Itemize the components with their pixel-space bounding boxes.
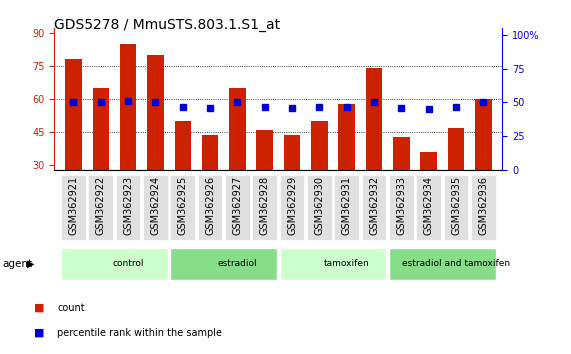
FancyBboxPatch shape	[61, 248, 168, 280]
FancyBboxPatch shape	[335, 175, 359, 240]
Bar	[147, 55, 163, 170]
FancyBboxPatch shape	[416, 175, 441, 240]
Text: GSM362924: GSM362924	[150, 176, 160, 235]
Text: GSM362925: GSM362925	[178, 176, 188, 235]
Text: estradiol and tamoxifen: estradiol and tamoxifen	[402, 259, 510, 268]
Bar	[311, 121, 328, 170]
Bar	[284, 135, 300, 170]
Bar	[202, 135, 218, 170]
FancyBboxPatch shape	[170, 175, 195, 240]
Bar	[175, 121, 191, 170]
FancyBboxPatch shape	[143, 175, 168, 240]
FancyBboxPatch shape	[389, 175, 413, 240]
Text: count: count	[57, 303, 85, 313]
Text: GSM362926: GSM362926	[205, 176, 215, 235]
Bar	[93, 88, 109, 170]
FancyBboxPatch shape	[471, 175, 496, 240]
Bar	[65, 59, 82, 170]
Bar	[393, 137, 409, 170]
Bar	[229, 88, 246, 170]
Text: control: control	[112, 259, 144, 268]
Text: ▶: ▶	[27, 259, 35, 269]
Text: estradiol: estradiol	[218, 259, 257, 268]
FancyBboxPatch shape	[361, 175, 387, 240]
FancyBboxPatch shape	[198, 175, 222, 240]
FancyBboxPatch shape	[225, 175, 250, 240]
FancyBboxPatch shape	[444, 175, 468, 240]
Text: GSM362936: GSM362936	[478, 176, 488, 235]
Bar	[256, 130, 273, 170]
FancyBboxPatch shape	[170, 248, 277, 280]
Text: GSM362930: GSM362930	[315, 176, 324, 235]
Bar	[339, 104, 355, 170]
Bar	[448, 128, 464, 170]
Text: GDS5278 / MmuSTS.803.1.S1_at: GDS5278 / MmuSTS.803.1.S1_at	[54, 18, 280, 32]
FancyBboxPatch shape	[389, 248, 496, 280]
FancyBboxPatch shape	[89, 175, 113, 240]
Text: tamoxifen: tamoxifen	[324, 259, 369, 268]
Text: agent: agent	[3, 259, 33, 269]
Text: GSM362932: GSM362932	[369, 176, 379, 235]
FancyBboxPatch shape	[307, 175, 332, 240]
Bar	[120, 44, 136, 170]
Text: GSM362927: GSM362927	[232, 176, 242, 235]
FancyBboxPatch shape	[280, 248, 387, 280]
FancyBboxPatch shape	[116, 175, 140, 240]
Text: percentile rank within the sample: percentile rank within the sample	[57, 328, 222, 338]
Text: GSM362928: GSM362928	[260, 176, 270, 235]
Text: GSM362929: GSM362929	[287, 176, 297, 235]
FancyBboxPatch shape	[61, 175, 86, 240]
Text: GSM362931: GSM362931	[341, 176, 352, 235]
Text: ■: ■	[34, 303, 45, 313]
FancyBboxPatch shape	[280, 175, 304, 240]
Text: ■: ■	[34, 328, 45, 338]
Text: GSM362922: GSM362922	[96, 176, 106, 235]
Bar	[366, 68, 382, 170]
Text: GSM362923: GSM362923	[123, 176, 133, 235]
Bar	[475, 99, 492, 170]
Text: GSM362933: GSM362933	[396, 176, 407, 235]
Text: GSM362935: GSM362935	[451, 176, 461, 235]
Bar	[420, 152, 437, 170]
FancyBboxPatch shape	[252, 175, 277, 240]
Text: GSM362921: GSM362921	[69, 176, 78, 235]
Text: GSM362934: GSM362934	[424, 176, 434, 235]
